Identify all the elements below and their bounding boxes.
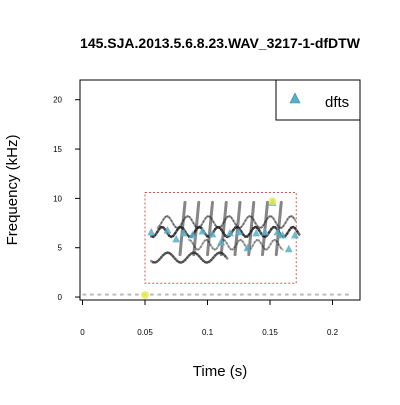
y-tick-label: 10	[53, 194, 62, 203]
chart-title: 145.SJA.2013.5.6.8.23.WAV_3217-1-dfDTW	[80, 35, 361, 51]
x-tick-label: 0.1	[202, 328, 214, 337]
harmonic-trace	[294, 218, 296, 221]
harmonic-trace	[281, 248, 283, 250]
x-tick-label: 0.2	[327, 328, 339, 337]
x-tick-label: 0	[80, 328, 85, 337]
selection-box	[145, 192, 296, 283]
highlight-point	[141, 291, 149, 299]
y-tick-label: 20	[53, 96, 62, 105]
x-tick-label: 0.15	[262, 328, 278, 337]
y-axis-label: Frequency (kHz)	[4, 135, 21, 246]
y-axis: 0 5 10 15 20	[53, 96, 80, 302]
y-tick-label: 0	[58, 293, 63, 302]
legend-label-dfts: dfts	[325, 94, 349, 111]
legend[interactable]: dfts	[276, 80, 360, 120]
data-point-dfts	[147, 228, 155, 236]
data-point-dfts	[274, 228, 282, 236]
syllable-stroke	[221, 202, 226, 254]
harmonic-trace	[225, 256, 227, 258]
spectrogram-background	[83, 202, 349, 294]
harmonic-trace	[297, 231, 299, 234]
x-axis: 0 0.05 0.1 0.15 0.2	[80, 300, 338, 337]
x-axis-label: Time (s)	[193, 363, 247, 380]
y-tick-label: 15	[53, 145, 62, 154]
data-point-dfts	[285, 245, 293, 253]
x-tick-label: 0.05	[137, 328, 153, 337]
y-tick-label: 5	[58, 244, 63, 253]
highlight-point	[269, 197, 277, 205]
data-point-dfts	[261, 228, 269, 236]
